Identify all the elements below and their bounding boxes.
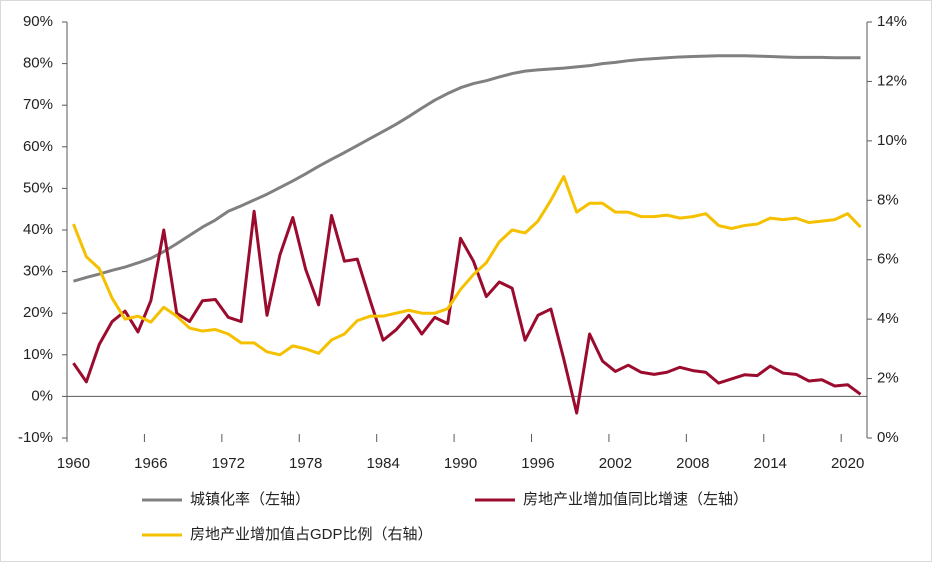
y2-tick-label: 4%	[877, 310, 899, 327]
y-tick-label: 80%	[23, 55, 53, 72]
y2-tick-label: 2%	[877, 370, 899, 387]
y-tick-label: 90%	[23, 13, 53, 30]
x-tick-label: 1960	[57, 455, 90, 472]
x-tick-label: 2014	[754, 455, 787, 472]
y-tick-label: 20%	[23, 304, 53, 321]
x-tick-label: 1996	[521, 455, 554, 472]
legend-label: 城镇化率（左轴）	[190, 491, 310, 508]
y2-tick-label: 10%	[877, 132, 907, 149]
y-tick-label: 60%	[23, 138, 53, 155]
y-tick-label: -10%	[18, 429, 53, 446]
legend-label: 房地产业增加值占GDP比例（右轴）	[190, 526, 433, 543]
y2-tick-label: 8%	[877, 191, 899, 208]
y2-tick-label: 14%	[877, 13, 907, 30]
x-tick-label: 1972	[212, 455, 245, 472]
x-tick-label: 1990	[444, 455, 477, 472]
x-tick-label: 2002	[599, 455, 632, 472]
series-line	[72, 175, 862, 357]
x-tick-label: 1984	[366, 455, 399, 472]
series-line	[73, 54, 861, 283]
y-tick-label: 70%	[23, 96, 53, 113]
x-tick-label: 1978	[289, 455, 322, 472]
y2-tick-label: 0%	[877, 429, 899, 446]
y-tick-label: 50%	[23, 179, 53, 196]
x-tick-label: 2020	[831, 455, 864, 472]
y2-tick-label: 12%	[877, 72, 907, 89]
y-tick-label: 10%	[23, 346, 53, 363]
legend-label: 房地产业增加值同比增速（左轴）	[523, 491, 748, 508]
y-tick-label: 0%	[31, 387, 53, 404]
y2-tick-label: 6%	[877, 251, 899, 268]
series-line	[72, 209, 862, 415]
x-tick-label: 2008	[676, 455, 709, 472]
y-tick-label: 30%	[23, 263, 53, 280]
y-tick-label: 40%	[23, 221, 53, 238]
x-tick-label: 1966	[134, 455, 167, 472]
